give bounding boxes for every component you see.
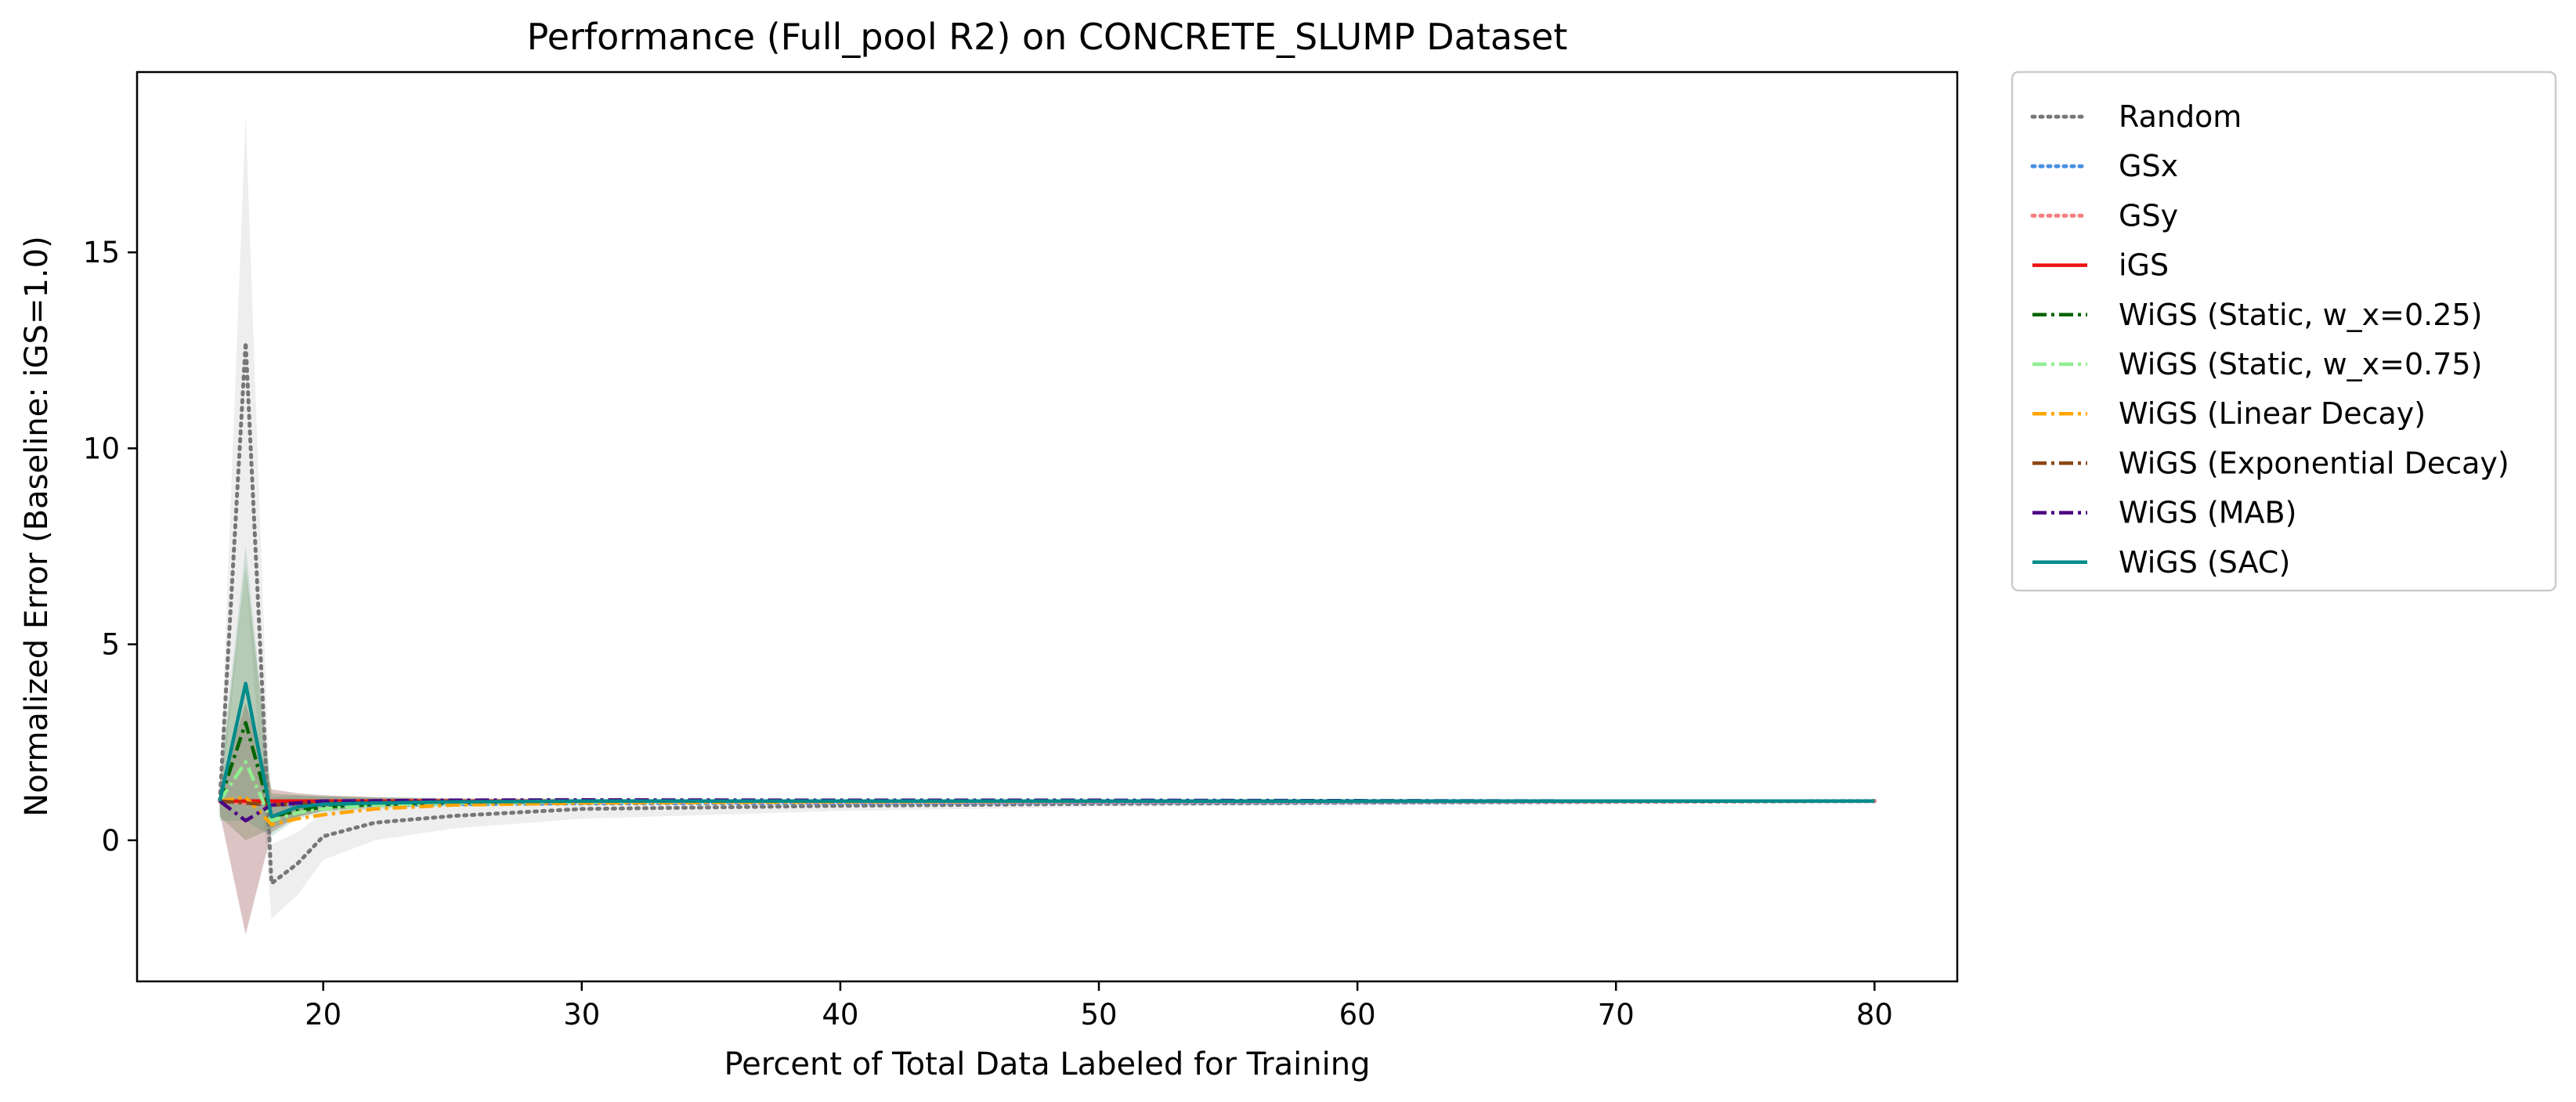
x-axis-ticks: 20 30 40 50 60 70 80: [305, 981, 1893, 1032]
x-tick-label: 20: [305, 998, 341, 1032]
legend-label-wigs-exponential-decay: WiGS (Exponential Decay): [2119, 446, 2509, 480]
y-tick-label: 0: [101, 824, 120, 858]
y-axis-ticks: 0 5 10 15: [83, 236, 137, 858]
x-tick-label: 50: [1080, 998, 1117, 1032]
y-axis-label: Normalized Error (Baseline: iGS=1.0): [19, 236, 55, 816]
legend-label-wigs-linear-decay: WiGS (Linear Decay): [2119, 396, 2426, 431]
sac-error-band: [219, 546, 1875, 836]
legend-label-wigs-static-w-x-0-75: WiGS (Static, w_x=0.75): [2119, 347, 2482, 381]
legend-label-wigs-sac: WiGS (SAC): [2119, 545, 2290, 580]
legend-label-gsx: GSx: [2119, 149, 2178, 183]
plot-frame: [135, 70, 1959, 983]
y-tick-label: 15: [83, 236, 120, 269]
x-tick-label: 40: [822, 998, 858, 1032]
error-band-1: [219, 565, 453, 840]
y-tick-label: 10: [83, 432, 120, 465]
legend-label-igs: iGS: [2119, 248, 2169, 283]
legend: Random GSx GSy iGS WiGS (Static, w_x=0.25) Wi…: [2011, 70, 2557, 592]
y-tick-label: 5: [101, 628, 120, 662]
x-tick-label: 80: [1856, 998, 1893, 1032]
legend-label-gsy: GSy: [2119, 198, 2178, 233]
x-tick-label: 70: [1598, 998, 1635, 1032]
series-line-wigs-sac: [218, 681, 1875, 819]
legend-label-wigs-static-w-x-0-25: WiGS (Static, w_x=0.25): [2119, 298, 2482, 332]
chart-title: Performance (Full_pool R2) on CONCRETE_S…: [527, 16, 1568, 58]
x-tick-label: 60: [1339, 998, 1376, 1032]
x-tick-label: 30: [563, 998, 600, 1032]
legend-label-random: Random: [2119, 99, 2242, 134]
x-axis-label: Percent of Total Data Labeled for Traini…: [724, 1046, 1370, 1082]
legend-frame: [2011, 70, 2557, 592]
legend-label-wigs-mab: WiGS (MAB): [2119, 496, 2296, 530]
random-error-band: [219, 115, 1875, 919]
